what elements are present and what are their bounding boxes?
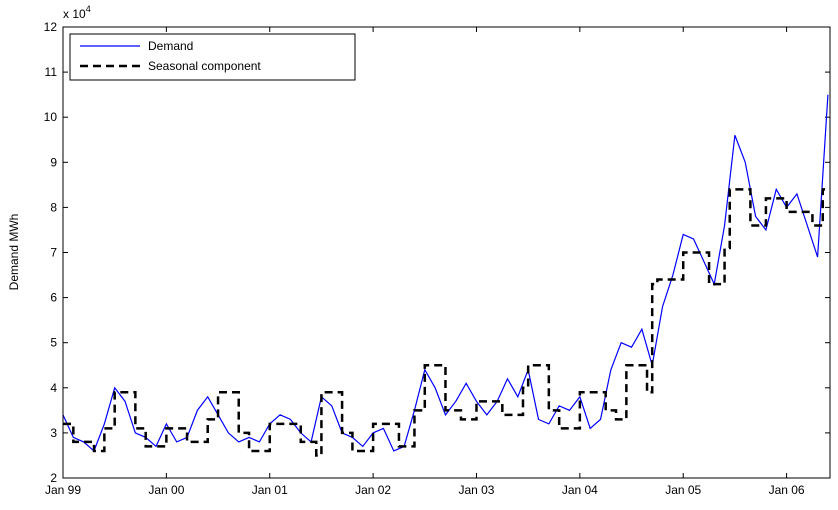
y-tick-label: 11 [45, 65, 58, 79]
y-tick-label: 2 [50, 471, 57, 485]
y-tick-label: 4 [50, 381, 57, 395]
y-tick-label: 12 [44, 20, 58, 34]
x-tick-label: Jan 01 [252, 483, 288, 497]
y-tick-label: 8 [50, 200, 57, 214]
y-axis-label: Demand MWh [7, 214, 21, 291]
y-tick-label: 10 [44, 110, 58, 124]
multiplier-power: 4 [86, 4, 91, 14]
series-line [63, 188, 830, 457]
y-tick-label: 6 [50, 291, 57, 305]
legend-label: Seasonal component [148, 59, 261, 73]
x-tick-label: Jan 00 [148, 483, 184, 497]
legend-label: Demand [148, 39, 193, 53]
x-tick-label: Jan 99 [45, 483, 81, 497]
x-tick-label: Jan 05 [665, 483, 701, 497]
legend-box [69, 33, 356, 81]
x-tick-label: Jan 02 [355, 483, 391, 497]
y-tick-label: 5 [50, 336, 57, 350]
x-tick-label: Jan 04 [562, 483, 598, 497]
axes-box [62, 26, 831, 479]
y-tick-label: 3 [50, 426, 57, 440]
y-tick-label: 9 [50, 155, 57, 169]
y-multiplier: x 104 [63, 4, 91, 21]
x-tick-label: Jan 03 [458, 483, 494, 497]
multiplier-base: x 10 [63, 7, 86, 21]
y-tick-label: 7 [50, 246, 57, 260]
series-line [63, 94, 829, 452]
x-tick-label: Jan 06 [769, 483, 805, 497]
